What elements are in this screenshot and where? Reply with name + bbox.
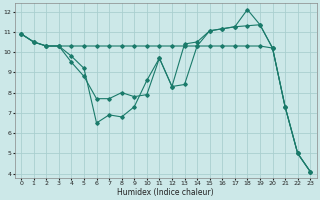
- X-axis label: Humidex (Indice chaleur): Humidex (Indice chaleur): [117, 188, 214, 197]
